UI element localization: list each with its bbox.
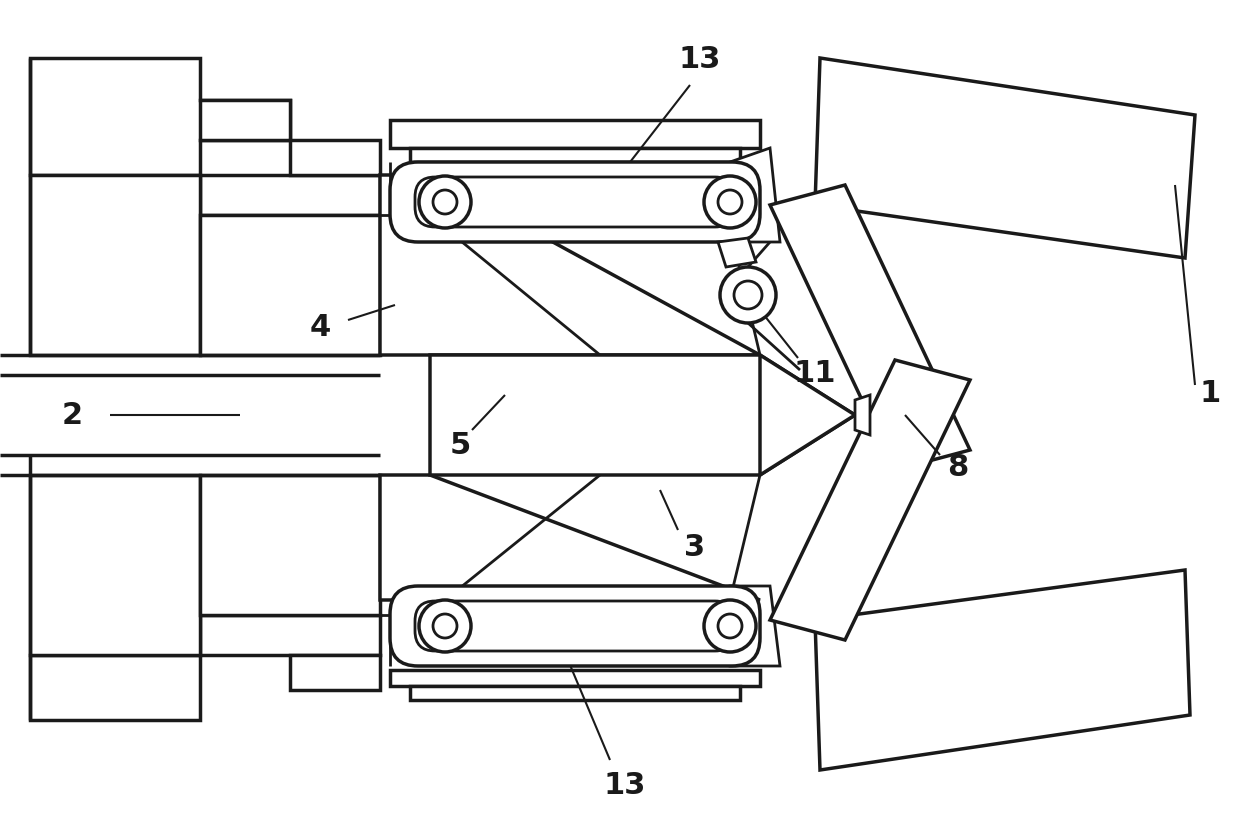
FancyBboxPatch shape [415,177,735,227]
FancyBboxPatch shape [415,601,735,651]
Polygon shape [410,686,740,700]
Polygon shape [815,570,1190,770]
Circle shape [419,600,471,652]
Polygon shape [379,475,760,600]
Polygon shape [770,360,970,640]
Circle shape [720,267,776,323]
Polygon shape [379,175,760,355]
Circle shape [734,281,763,309]
Text: 8: 8 [947,453,968,483]
Text: 1: 1 [1199,379,1220,408]
Text: 13: 13 [604,770,646,800]
Polygon shape [30,655,200,720]
Polygon shape [200,100,290,140]
Circle shape [433,190,458,214]
Circle shape [419,176,471,228]
Polygon shape [200,270,310,310]
Polygon shape [856,395,870,435]
FancyBboxPatch shape [391,162,760,242]
Text: 2: 2 [62,400,83,429]
Polygon shape [200,175,379,215]
Polygon shape [760,355,856,475]
FancyBboxPatch shape [391,586,760,666]
Circle shape [704,600,756,652]
Polygon shape [200,575,310,615]
Text: 5: 5 [449,430,471,459]
Text: 3: 3 [684,533,706,562]
Polygon shape [430,355,856,475]
Circle shape [433,614,458,638]
Circle shape [704,176,756,228]
Polygon shape [770,185,970,470]
Text: 13: 13 [678,46,722,75]
Polygon shape [200,615,379,655]
Polygon shape [200,215,310,255]
Polygon shape [718,238,756,267]
Circle shape [718,614,742,638]
Polygon shape [200,525,310,565]
Polygon shape [30,475,200,655]
Polygon shape [391,120,760,148]
Polygon shape [30,58,290,175]
Polygon shape [815,58,1195,258]
Polygon shape [410,148,740,162]
Polygon shape [730,586,780,666]
Polygon shape [200,475,379,615]
Polygon shape [391,670,760,686]
Text: 4: 4 [309,314,331,343]
Polygon shape [290,140,379,175]
Circle shape [718,190,742,214]
Polygon shape [200,215,379,355]
Polygon shape [730,148,780,242]
Polygon shape [290,655,379,690]
Text: 11: 11 [794,359,836,388]
Polygon shape [30,175,200,355]
